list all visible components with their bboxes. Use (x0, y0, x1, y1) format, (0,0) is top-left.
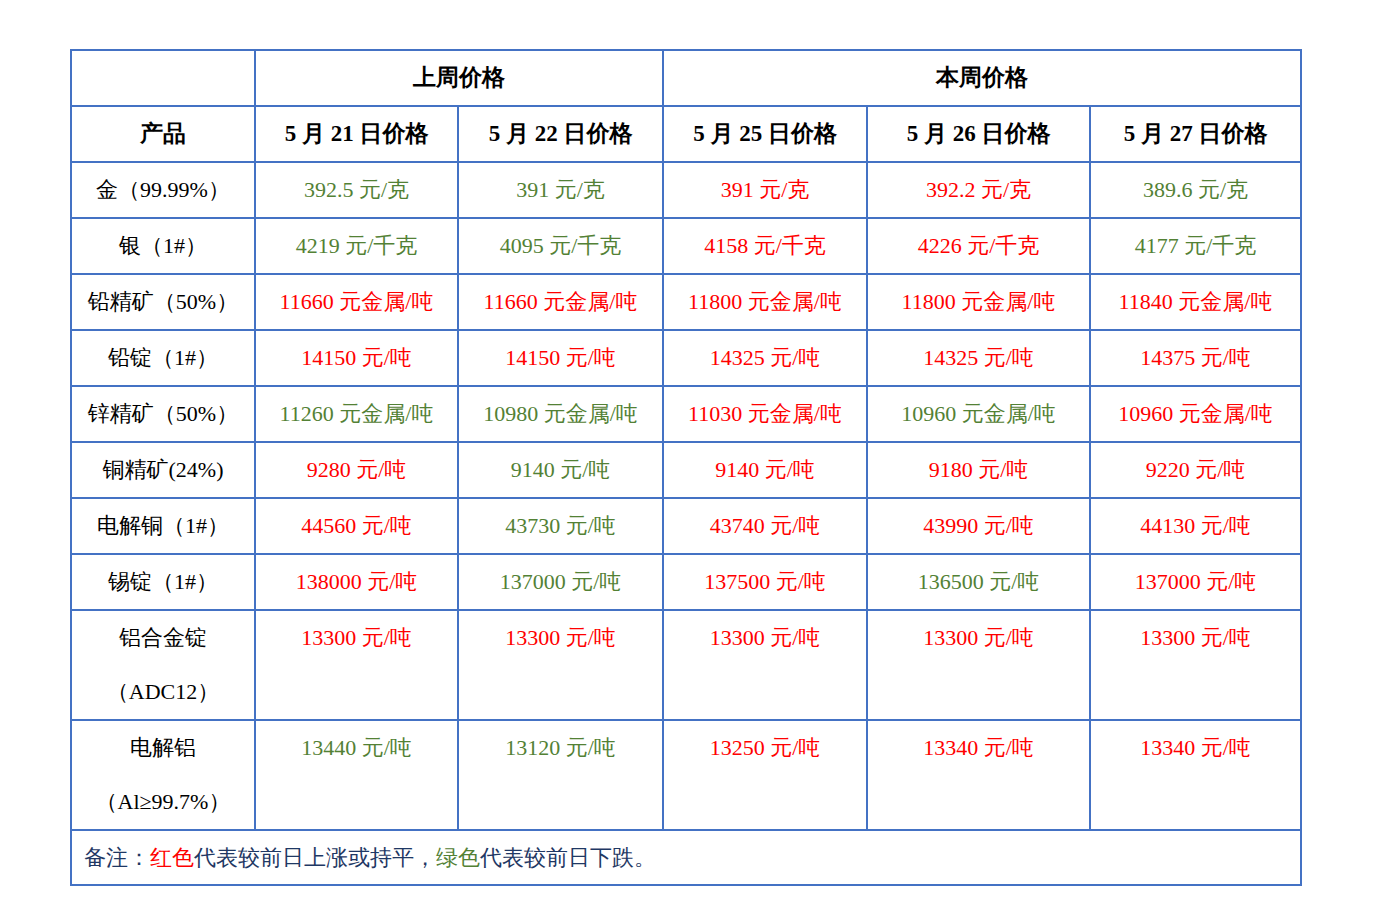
price-cell: 389.6 元/克 (1090, 162, 1301, 218)
table-row: 锡锭（1#）138000 元/吨137000 元/吨137500 元/吨1365… (71, 554, 1301, 610)
price-cell: 10960 元金属/吨 (867, 386, 1090, 442)
table-row: 电解铜（1#）44560 元/吨43730 元/吨43740 元/吨43990 … (71, 498, 1301, 554)
column-header-may22: 5 月 22 日价格 (458, 106, 663, 162)
price-cell: 14375 元/吨 (1090, 330, 1301, 386)
price-cell: 11030 元金属/吨 (663, 386, 867, 442)
note-segment: 备注： (84, 845, 150, 870)
price-cell: 13300 元/吨 (255, 610, 458, 720)
table-row: 铅锭（1#）14150 元/吨14150 元/吨14325 元/吨14325 元… (71, 330, 1301, 386)
price-cell: 13250 元/吨 (663, 720, 867, 830)
page: 上周价格 本周价格 产品 5 月 21 日价格 5 月 22 日价格 5 月 2… (0, 0, 1376, 886)
price-cell: 11660 元金属/吨 (458, 274, 663, 330)
price-cell: 11660 元金属/吨 (255, 274, 458, 330)
table-row: 铝合金锭（ADC12）13300 元/吨13300 元/吨13300 元/吨13… (71, 610, 1301, 720)
price-cell: 391 元/克 (458, 162, 663, 218)
this-week-header: 本周价格 (663, 50, 1301, 106)
price-cell: 138000 元/吨 (255, 554, 458, 610)
price-cell: 137500 元/吨 (663, 554, 867, 610)
column-header-product: 产品 (71, 106, 255, 162)
group-header-row: 上周价格 本周价格 (71, 50, 1301, 106)
price-cell: 13300 元/吨 (1090, 610, 1301, 720)
price-cell: 11840 元金属/吨 (1090, 274, 1301, 330)
price-cell: 9180 元/吨 (867, 442, 1090, 498)
price-cell: 13340 元/吨 (1090, 720, 1301, 830)
price-cell: 4219 元/千克 (255, 218, 458, 274)
price-table-body: 金（99.99%）392.5 元/克391 元/克391 元/克392.2 元/… (71, 162, 1301, 830)
price-cell: 13440 元/吨 (255, 720, 458, 830)
price-cell: 9140 元/吨 (458, 442, 663, 498)
price-cell: 44130 元/吨 (1090, 498, 1301, 554)
price-cell: 392.2 元/克 (867, 162, 1090, 218)
column-header-row: 产品 5 月 21 日价格 5 月 22 日价格 5 月 25 日价格 5 月 … (71, 106, 1301, 162)
price-cell: 14325 元/吨 (867, 330, 1090, 386)
product-cell: 锌精矿（50%） (71, 386, 255, 442)
price-cell: 9220 元/吨 (1090, 442, 1301, 498)
price-cell: 11800 元金属/吨 (663, 274, 867, 330)
product-cell: 锡锭（1#） (71, 554, 255, 610)
column-header-may26: 5 月 26 日价格 (867, 106, 1090, 162)
note-segment: 代表较前日上涨或持平， (194, 845, 436, 870)
price-cell: 4158 元/千克 (663, 218, 867, 274)
empty-corner-cell (71, 50, 255, 106)
table-row: 铅精矿（50%）11660 元金属/吨11660 元金属/吨11800 元金属/… (71, 274, 1301, 330)
price-cell: 43740 元/吨 (663, 498, 867, 554)
table-row: 铜精矿(24%)9280 元/吨9140 元/吨9140 元/吨9180 元/吨… (71, 442, 1301, 498)
note-segment: 绿色 (436, 845, 480, 870)
product-cell: 银（1#） (71, 218, 255, 274)
price-cell: 11260 元金属/吨 (255, 386, 458, 442)
price-cell: 43990 元/吨 (867, 498, 1090, 554)
price-cell: 9140 元/吨 (663, 442, 867, 498)
price-cell: 10960 元金属/吨 (1090, 386, 1301, 442)
price-cell: 13300 元/吨 (663, 610, 867, 720)
price-cell: 13340 元/吨 (867, 720, 1090, 830)
price-cell: 10980 元金属/吨 (458, 386, 663, 442)
price-cell: 4095 元/千克 (458, 218, 663, 274)
price-cell: 137000 元/吨 (458, 554, 663, 610)
price-cell: 44560 元/吨 (255, 498, 458, 554)
price-cell: 391 元/克 (663, 162, 867, 218)
price-cell: 14325 元/吨 (663, 330, 867, 386)
note-segment: 代表较前日下跌。 (480, 845, 656, 870)
table-row: 电解铝（Al≥99.7%）13440 元/吨13120 元/吨13250 元/吨… (71, 720, 1301, 830)
price-cell: 11800 元金属/吨 (867, 274, 1090, 330)
product-cell: 铝合金锭（ADC12） (71, 610, 255, 720)
table-row: 锌精矿（50%）11260 元金属/吨10980 元金属/吨11030 元金属/… (71, 386, 1301, 442)
price-cell: 13300 元/吨 (458, 610, 663, 720)
column-header-may27: 5 月 27 日价格 (1090, 106, 1301, 162)
price-cell: 136500 元/吨 (867, 554, 1090, 610)
note-cell: 备注：红色代表较前日上涨或持平，绿色代表较前日下跌。 (71, 830, 1301, 885)
product-cell: 金（99.99%） (71, 162, 255, 218)
price-cell: 14150 元/吨 (458, 330, 663, 386)
table-row: 银（1#）4219 元/千克4095 元/千克4158 元/千克4226 元/千… (71, 218, 1301, 274)
price-cell: 4226 元/千克 (867, 218, 1090, 274)
price-cell: 13300 元/吨 (867, 610, 1090, 720)
column-header-may25: 5 月 25 日价格 (663, 106, 867, 162)
note-segment: 红色 (150, 845, 194, 870)
price-table: 上周价格 本周价格 产品 5 月 21 日价格 5 月 22 日价格 5 月 2… (70, 49, 1302, 886)
product-cell: 电解铝（Al≥99.7%） (71, 720, 255, 830)
price-cell: 9280 元/吨 (255, 442, 458, 498)
column-header-may21: 5 月 21 日价格 (255, 106, 458, 162)
product-cell: 铅精矿（50%） (71, 274, 255, 330)
price-cell: 137000 元/吨 (1090, 554, 1301, 610)
price-cell: 392.5 元/克 (255, 162, 458, 218)
product-cell: 铅锭（1#） (71, 330, 255, 386)
price-cell: 14150 元/吨 (255, 330, 458, 386)
last-week-header: 上周价格 (255, 50, 663, 106)
price-cell: 4177 元/千克 (1090, 218, 1301, 274)
product-cell: 铜精矿(24%) (71, 442, 255, 498)
price-cell: 13120 元/吨 (458, 720, 663, 830)
product-cell: 电解铜（1#） (71, 498, 255, 554)
price-cell: 43730 元/吨 (458, 498, 663, 554)
note-row: 备注：红色代表较前日上涨或持平，绿色代表较前日下跌。 (71, 830, 1301, 885)
table-row: 金（99.99%）392.5 元/克391 元/克391 元/克392.2 元/… (71, 162, 1301, 218)
